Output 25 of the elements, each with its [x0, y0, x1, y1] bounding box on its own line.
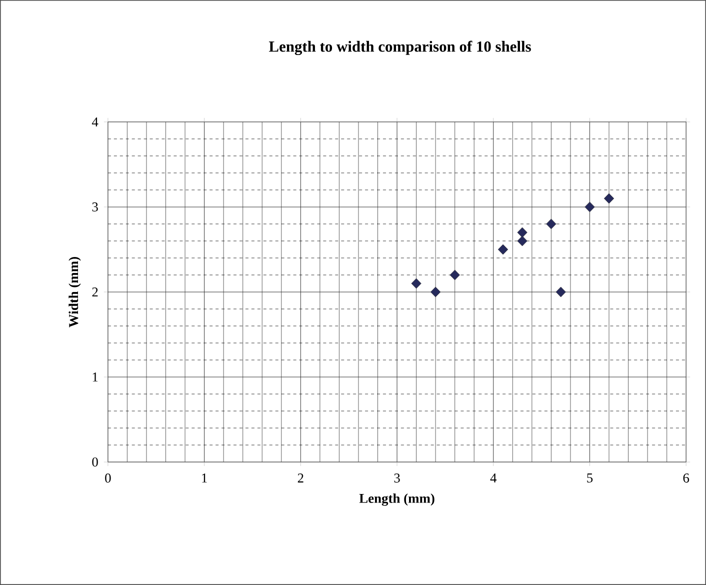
point [584, 202, 595, 212]
point [450, 270, 460, 280]
x-tick-label: 1 [202, 474, 207, 482]
x-tick-label: 5 [587, 474, 593, 482]
x-tick-label: 0 [105, 474, 111, 483]
point [517, 227, 528, 238]
x-tick-label: 4 [490, 474, 497, 482]
y-tick-label: 3 [92, 202, 98, 212]
point [498, 244, 508, 255]
x-tick-label: 6 [683, 474, 690, 483]
y-tick-label: 2 [92, 288, 98, 296]
x-axis-title: Length (mm) [359, 493, 434, 506]
y-tick-label: 4 [92, 118, 98, 126]
point [430, 286, 441, 298]
chart-title: Length to width comparison of 10 shells [268, 40, 531, 56]
y-tick-label: 1 [92, 372, 98, 382]
y-axis-title: Width (mm) [68, 257, 81, 328]
x-tick-label: 3 [394, 474, 400, 483]
point [556, 286, 566, 298]
point [604, 193, 614, 204]
y-tick-label: 0 [92, 457, 98, 467]
point [411, 278, 422, 289]
point [546, 218, 556, 230]
x-tick-label: 2 [298, 474, 304, 482]
point [517, 236, 528, 246]
